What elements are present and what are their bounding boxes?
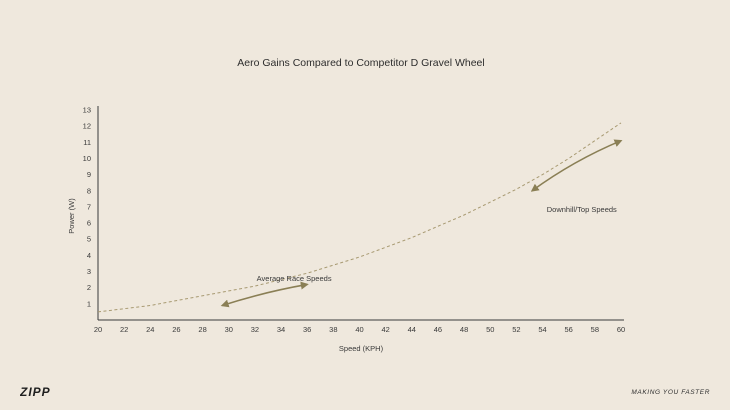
x-tick-label: 40 [355,325,363,334]
x-tick-label: 22 [120,325,128,334]
footer-tagline: MAKING YOU FASTER [631,389,710,396]
x-axis-ticks: 20 22 24 26 28 30 32 34 36 38 40 42 44 46 48 50 52 54 56 58… [94,325,625,334]
zipp-logo: ZIPP [19,385,80,404]
x-tick-label: 42 [381,325,389,334]
x-tick-label: 32 [251,325,259,334]
x-tick-label: 34 [277,325,285,334]
annotation-arrow [530,139,623,192]
chart-title: Aero Gains Compared to Competitor D Grav… [237,57,484,69]
x-tick-label: 46 [434,325,442,334]
y-tick-label: 5 [87,235,91,244]
chart-series [97,122,622,313]
annotation-arrow [220,281,309,308]
x-tick-label: 26 [172,325,180,334]
chart-annotations: Average Race Speeds Downhill/Top Speeds [220,139,623,308]
x-tick-label: 48 [460,325,468,334]
chart-axes [97,106,624,321]
x-tick-label: 20 [94,325,102,334]
x-tick-label: 60 [617,325,625,334]
x-tick-label: 28 [198,325,206,334]
x-tick-label: 52 [512,325,520,334]
y-tick-label: 11 [83,138,91,147]
x-tick-label: 56 [565,325,573,334]
y-tick-label: 1 [87,299,91,308]
annotation-label: Average Race Speeds [257,274,332,283]
y-tick-label: 10 [83,154,91,163]
x-axis-label: Speed (KPH) [339,344,384,353]
y-tick-label: 12 [83,122,91,131]
y-tick-label: 9 [87,170,91,179]
series-line [97,122,622,313]
y-tick-label: 2 [87,283,91,292]
annotation-label: Downhill/Top Speeds [547,205,617,214]
y-axis-label: Power (W) [67,198,76,234]
y-tick-label: 6 [87,219,91,228]
x-tick-label: 50 [486,325,494,334]
x-tick-label: 30 [225,325,233,334]
x-tick-label: 54 [538,325,546,334]
y-tick-label: 3 [87,267,91,276]
y-tick-label: 4 [87,251,91,260]
x-tick-label: 36 [303,325,311,334]
y-tick-label: 7 [87,202,91,211]
logo-text: ZIPP [20,385,51,399]
x-tick-label: 24 [146,325,154,334]
x-tick-label: 58 [591,325,599,334]
y-tick-label: 13 [83,106,91,115]
x-tick-label: 38 [329,325,337,334]
x-tick-label: 44 [408,325,416,334]
y-tick-label: 8 [87,186,91,195]
